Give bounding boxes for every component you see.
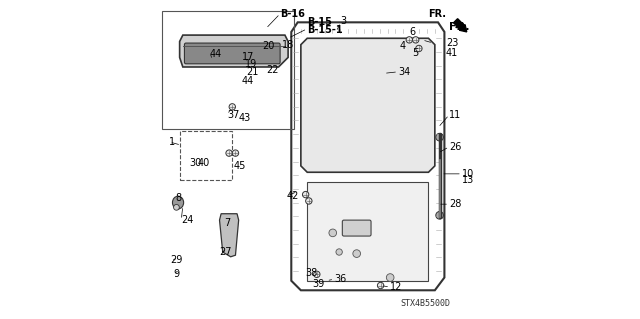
Text: 45: 45 [234,161,246,171]
Circle shape [303,191,309,198]
Circle shape [329,229,337,237]
PathPatch shape [220,214,239,257]
Text: FR.: FR. [428,9,446,19]
Ellipse shape [172,196,184,209]
Text: 5: 5 [413,48,419,58]
Text: 37: 37 [227,110,240,120]
Text: 23: 23 [446,38,458,48]
Text: 20: 20 [262,41,275,51]
Text: 10: 10 [462,169,474,179]
FancyArrow shape [454,19,467,32]
Text: 17: 17 [242,52,254,63]
Circle shape [406,37,413,43]
Circle shape [226,150,232,156]
Text: FR.: FR. [449,22,470,32]
PathPatch shape [307,182,428,281]
Text: 1: 1 [170,137,175,147]
Text: 44: 44 [242,76,254,86]
Text: 12: 12 [390,282,403,292]
Circle shape [229,104,236,110]
Text: 4: 4 [400,41,406,51]
Ellipse shape [173,204,179,210]
Text: STX4B5500D: STX4B5500D [401,299,451,308]
Text: 7: 7 [224,218,230,228]
Text: 41: 41 [446,48,458,58]
Circle shape [232,150,239,156]
Text: 21: 21 [246,67,259,77]
Text: 24: 24 [181,215,194,225]
Text: 42: 42 [287,191,299,201]
Circle shape [416,45,422,52]
Circle shape [336,249,342,255]
Text: 43: 43 [239,113,251,123]
Text: 13: 13 [462,175,474,185]
Text: 40: 40 [197,158,209,168]
Text: 34: 34 [398,67,410,77]
Circle shape [353,250,360,257]
Text: 3: 3 [340,16,347,26]
Text: 27: 27 [220,247,232,257]
Text: 38: 38 [306,268,318,278]
Text: B-15: B-15 [307,17,332,27]
Text: 29: 29 [171,255,183,265]
PathPatch shape [180,35,288,67]
Text: 44: 44 [210,49,222,59]
Text: 39: 39 [312,279,324,289]
Text: 36: 36 [334,274,347,284]
Text: 22: 22 [266,65,278,75]
Text: B-15-1: B-15-1 [307,25,343,35]
Text: 28: 28 [449,199,461,209]
PathPatch shape [301,38,435,172]
Text: 8: 8 [176,193,182,203]
Circle shape [413,37,419,43]
Circle shape [306,198,312,204]
Text: 18: 18 [282,40,294,50]
Circle shape [387,274,394,281]
Circle shape [436,133,444,141]
Text: 30: 30 [189,158,202,168]
FancyBboxPatch shape [184,43,280,64]
Text: 6: 6 [410,27,415,37]
Text: 11: 11 [449,110,461,120]
FancyBboxPatch shape [342,220,371,236]
Text: 19: 19 [245,59,257,69]
Circle shape [436,211,444,219]
Circle shape [314,271,320,278]
Circle shape [378,282,384,289]
Text: 9: 9 [173,269,179,279]
Text: B-16: B-16 [280,9,305,19]
Text: 26: 26 [449,142,461,152]
